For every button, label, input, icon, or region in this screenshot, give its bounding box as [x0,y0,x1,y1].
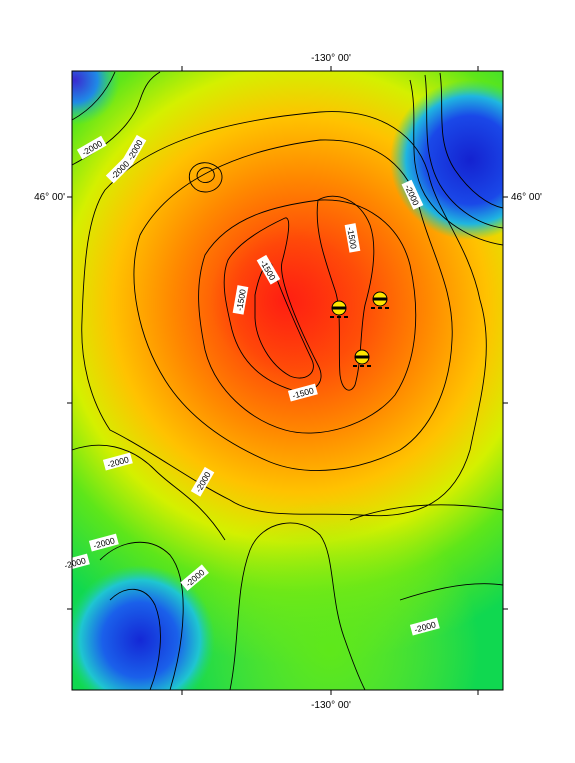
contour-south-ridge [229,522,366,690]
vent-marker-icon [330,300,348,318]
contour-label-background [401,179,424,210]
contour-label-text: -1500 [234,288,248,311]
contour-label-background [122,134,147,165]
longitude-label-bottom: -130° 00' [311,700,351,711]
contour-label-background [256,254,281,285]
contour-ne-deep-1 [409,79,503,246]
contour-ne-deep-2 [424,74,503,229]
map-frame [71,70,504,691]
contour-label-background [287,383,318,402]
latitude-label-left: 46° 00' [34,192,65,203]
vent-marker-layer [330,291,389,367]
contour-label-background [409,617,440,636]
longitude-label-top: -130° 00' [311,53,351,64]
vent-marker-icon [371,291,389,309]
contour-label-background [88,533,119,552]
contour-se-2100 [399,583,503,601]
contour-label: -1500 [344,223,361,253]
contour-ne-deep-3 [439,72,503,209]
contour-label-background [180,564,209,591]
contour-label-text: -1500 [345,226,359,249]
contour-label-background [232,285,249,315]
relief-surface [72,71,503,690]
contour-nw-seamount-inner [196,167,215,183]
contour-label-background [102,452,133,471]
contour-label-background [105,155,134,184]
contour-1600 [198,199,417,434]
contour-sw-deep-1 [99,541,184,690]
contour-1750 [133,139,453,471]
contour-w-2000 [72,444,226,541]
contour-sw-deep-2 [109,588,161,690]
contour-nw-seamount [188,162,223,193]
contour-label-background [344,223,361,253]
contour-lines [72,71,503,690]
contour-1500-east [316,195,375,391]
frame-ticks [67,66,508,695]
contour-nw-deep-1 [72,71,116,121]
contour-label-background [190,466,215,497]
contour-se-2000 [349,504,503,521]
contour-label: -1500 [232,285,249,315]
contour-1500-west [223,217,322,392]
latitude-label-right: 46° 00' [511,192,542,203]
contour-label-background [76,135,107,160]
contour-label-background [59,553,90,572]
vent-marker-icon [353,349,371,367]
contour-2000-main [81,111,487,517]
